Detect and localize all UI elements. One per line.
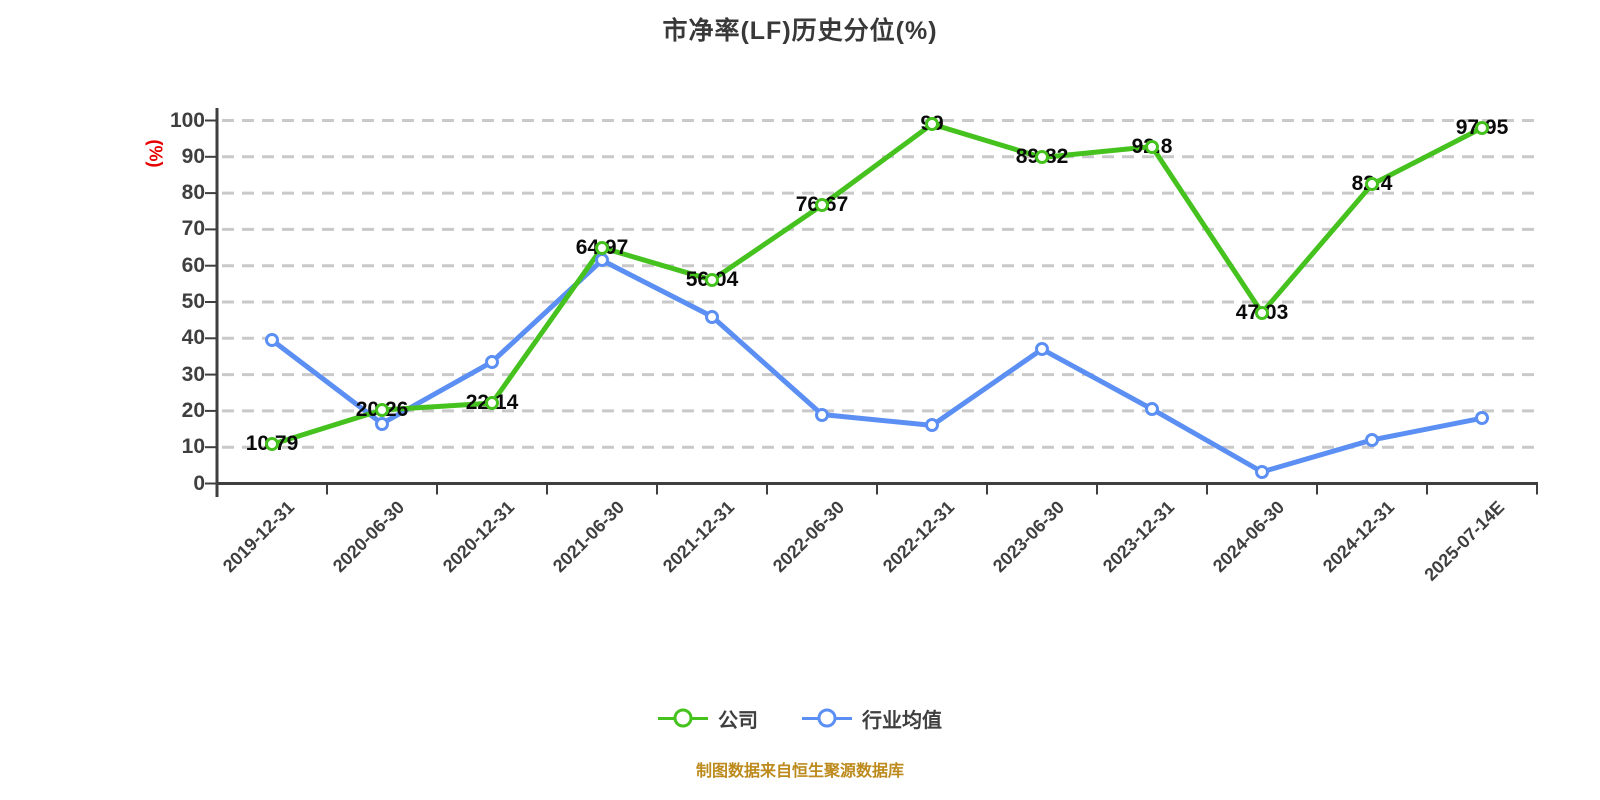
data-point-公司-2021-12-31[interactable] xyxy=(705,273,719,288)
data-point-公司-2023-06-30[interactable] xyxy=(1035,150,1049,165)
y-tick-label-90: 90 xyxy=(181,144,205,168)
data-point-行业均值-2021-12-31[interactable] xyxy=(705,309,719,324)
y-tick-label-40: 40 xyxy=(181,326,205,350)
data-point-公司-2019-12-31[interactable] xyxy=(265,437,279,452)
data-point-公司-2020-06-30[interactable] xyxy=(375,402,389,417)
y-tick-label-30: 30 xyxy=(181,362,205,386)
data-point-公司-2024-12-31[interactable] xyxy=(1365,177,1379,192)
legend: 公司 行业均值 xyxy=(0,700,1600,736)
y-tick-label-70: 70 xyxy=(181,217,205,241)
series-line-公司 xyxy=(269,121,1485,447)
data-point-行业均值-2020-06-30[interactable] xyxy=(375,416,389,431)
data-point-行业均值-2020-12-31[interactable] xyxy=(485,354,499,369)
y-tick-label-20: 20 xyxy=(181,398,205,422)
y-tick-label-60: 60 xyxy=(181,253,205,277)
data-point-公司-2024-06-30[interactable] xyxy=(1255,305,1269,320)
data-point-行业均值-2022-12-31[interactable] xyxy=(925,418,939,433)
y-tick-label-100: 100 xyxy=(169,108,205,132)
legend-label-industry: 行业均值 xyxy=(862,709,942,732)
data-source-note: 制图数据来自恒生聚源数据库 xyxy=(695,763,904,780)
data-point-行业均值-2023-06-30[interactable] xyxy=(1035,342,1049,357)
industry-series-marker-icon xyxy=(802,708,852,728)
data-point-公司-2022-06-30[interactable] xyxy=(815,198,829,213)
data-point-行业均值-2024-06-30[interactable] xyxy=(1255,464,1269,479)
y-tick-label-0: 0 xyxy=(193,471,205,495)
legend-item-company[interactable]: 公司 xyxy=(658,704,758,733)
data-point-公司-2021-06-30[interactable] xyxy=(595,240,609,255)
y-tick-label-80: 80 xyxy=(181,181,205,205)
legend-label-company: 公司 xyxy=(718,709,758,732)
data-point-行业均值-2019-12-31[interactable] xyxy=(265,333,279,348)
legend-item-industry[interactable]: 行业均值 xyxy=(802,704,942,733)
data-point-行业均值-2024-12-31[interactable] xyxy=(1365,432,1379,447)
chart-title: 市净率(LF)历史分位(%) xyxy=(662,17,938,45)
company-series-marker-icon xyxy=(658,708,708,728)
data-point-行业均值-2022-06-30[interactable] xyxy=(815,407,829,422)
data-point-公司-2020-12-31[interactable] xyxy=(485,396,499,411)
data-point-行业均值-2023-12-31[interactable] xyxy=(1145,402,1159,417)
data-point-行业均值-2025-07-14E[interactable] xyxy=(1475,411,1489,426)
data-point-公司-2022-12-31[interactable] xyxy=(925,117,939,132)
data-point-行业均值-2021-06-30[interactable] xyxy=(595,253,609,268)
y-tick-label-50: 50 xyxy=(181,290,205,313)
data-point-公司-2025-07-14E[interactable] xyxy=(1475,120,1489,135)
data-point-公司-2023-12-31[interactable] xyxy=(1145,139,1159,154)
series-line-行业均值 xyxy=(269,257,1485,475)
y-tick-label-10: 10 xyxy=(181,435,205,459)
